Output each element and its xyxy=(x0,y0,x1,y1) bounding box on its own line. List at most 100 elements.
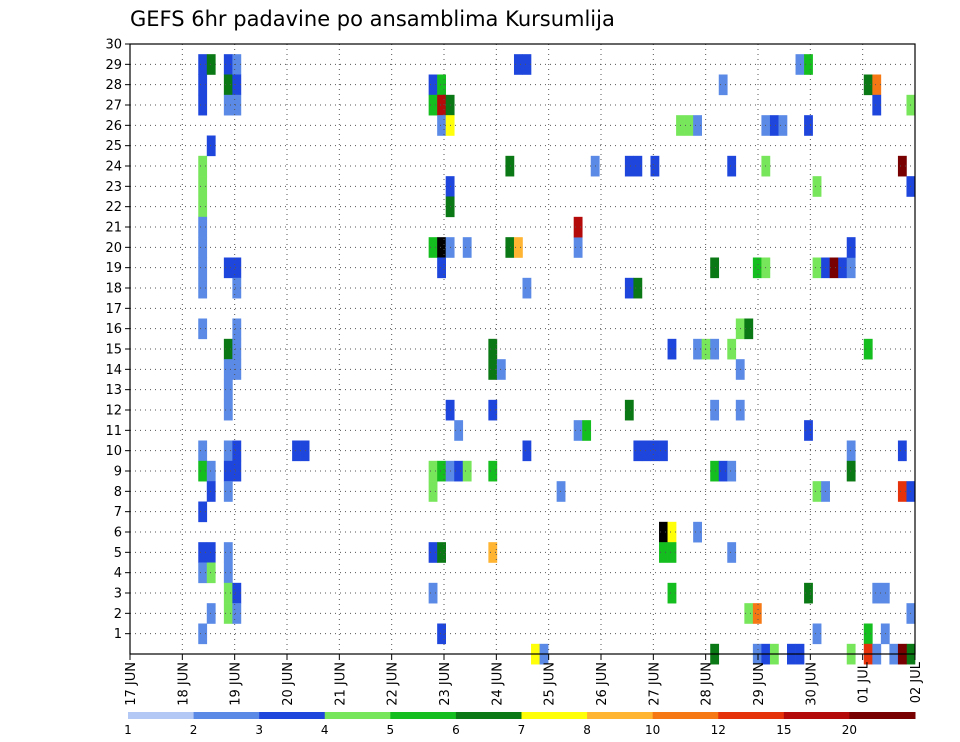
data-cell xyxy=(437,623,446,645)
x-tick-label: 18 JUN xyxy=(176,662,191,706)
data-cell xyxy=(428,94,438,116)
data-cell xyxy=(437,115,446,136)
colorbar-label: 2 xyxy=(190,723,198,737)
data-cell xyxy=(428,460,438,482)
data-cell xyxy=(198,176,208,197)
y-tick-label: 15 xyxy=(105,343,122,358)
data-cell xyxy=(496,359,506,380)
data-cell xyxy=(624,277,634,299)
y-tick-label: 29 xyxy=(105,58,122,73)
data-cell xyxy=(206,542,216,563)
data-cell xyxy=(624,399,634,421)
data-cell xyxy=(650,440,660,462)
y-tick-label: 18 xyxy=(105,282,122,297)
data-cell xyxy=(804,115,813,136)
data-cell xyxy=(488,542,498,563)
data-cell xyxy=(624,155,634,177)
y-tick-label: 3 xyxy=(114,587,122,602)
data-cell xyxy=(232,318,242,340)
data-cell xyxy=(198,440,208,462)
y-tick-label: 10 xyxy=(105,444,122,459)
colorbar-swatch xyxy=(390,712,457,719)
x-tick-label: 29 JUN xyxy=(752,662,767,706)
data-cell xyxy=(198,196,208,218)
colorbar-swatch xyxy=(587,712,654,719)
y-tick-label: 7 xyxy=(114,505,122,520)
data-cell xyxy=(488,460,498,482)
colorbar-label: 15 xyxy=(776,723,791,737)
data-cell xyxy=(897,155,907,177)
data-cell xyxy=(198,237,208,258)
y-tick-label: 14 xyxy=(105,363,122,378)
y-tick-label: 23 xyxy=(105,180,122,195)
y-tick-label: 20 xyxy=(105,241,122,256)
data-cell xyxy=(437,542,446,563)
y-tick-label: 19 xyxy=(105,261,122,276)
x-axis: 17 JUN 18 JUN 19 JUN 20 JUN 21 JUN 22 JUN 23 J… xyxy=(124,654,924,706)
colorbar-swatch xyxy=(521,712,588,719)
data-cell xyxy=(812,481,822,502)
data-cell xyxy=(667,338,677,360)
data-cell xyxy=(556,481,566,502)
colorbar-label: 3 xyxy=(255,723,263,737)
data-cell xyxy=(454,420,464,441)
data-cell xyxy=(693,115,702,136)
data-cell xyxy=(812,176,822,197)
y-tick-label: 4 xyxy=(114,566,122,581)
y-tick-label: 24 xyxy=(105,160,122,175)
data-cell xyxy=(804,582,813,604)
data-cell xyxy=(198,623,208,645)
data-cell xyxy=(198,54,208,75)
colorbar-swatch xyxy=(455,712,522,719)
x-tick-label: 01 JUL xyxy=(857,661,872,703)
data-cell xyxy=(198,257,208,279)
data-cell xyxy=(198,216,208,238)
data-cell xyxy=(727,542,737,563)
data-cell xyxy=(232,94,242,116)
x-tick-label: 25 JUN xyxy=(543,662,558,706)
data-cell xyxy=(462,237,472,258)
colorbar-label: 8 xyxy=(583,723,591,737)
data-cell xyxy=(232,582,242,604)
colorbar-label: 10 xyxy=(645,723,660,737)
data-cell xyxy=(838,257,848,279)
x-tick-label: 30 JUN xyxy=(804,662,819,706)
data-cell xyxy=(684,115,694,136)
data-cell xyxy=(232,359,242,380)
y-tick-label: 27 xyxy=(105,99,122,114)
data-cell xyxy=(804,420,813,441)
data-cell xyxy=(659,542,668,563)
data-cell xyxy=(206,481,216,502)
data-cell xyxy=(223,603,233,624)
data-cell xyxy=(488,359,498,380)
data-cell xyxy=(223,54,233,75)
data-cell xyxy=(223,379,233,401)
y-tick-label: 30 xyxy=(105,38,122,53)
data-cell xyxy=(641,440,651,462)
y-tick-label: 1 xyxy=(114,627,122,642)
data-cell xyxy=(573,420,583,441)
data-cell xyxy=(897,440,907,462)
y-axis: 1234567891011121314151617181920212223242… xyxy=(105,38,130,642)
data-cell xyxy=(872,94,882,116)
data-cell xyxy=(437,74,446,96)
data-cell xyxy=(232,54,242,75)
data-cell xyxy=(223,359,233,380)
x-tick-label: 23 JUN xyxy=(438,662,453,706)
y-tick-label: 11 xyxy=(105,424,122,439)
x-tick-label: 26 JUN xyxy=(595,662,610,706)
data-cell xyxy=(522,277,532,299)
data-cell xyxy=(778,115,788,136)
data-cell xyxy=(223,94,233,116)
data-cell xyxy=(744,318,754,340)
data-cell xyxy=(206,135,216,157)
data-cell xyxy=(232,460,242,482)
y-tick-label: 13 xyxy=(105,383,122,398)
data-cell xyxy=(437,237,446,258)
data-cell xyxy=(206,54,216,75)
data-cell xyxy=(454,460,464,482)
data-cell xyxy=(223,460,233,482)
data-cell xyxy=(633,440,643,462)
data-cell xyxy=(795,54,805,75)
x-tick-label: 21 JUN xyxy=(333,662,348,706)
